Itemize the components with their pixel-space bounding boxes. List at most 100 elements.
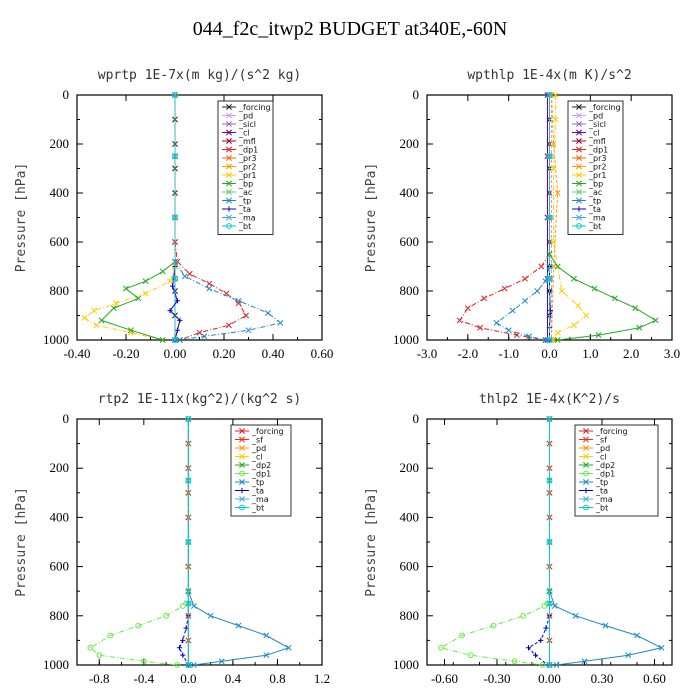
legend-label: _tp: [588, 197, 601, 206]
series-marker: [611, 295, 618, 302]
legend-label: _forcing: [595, 427, 628, 436]
y-tick-label: 1000: [43, 657, 69, 672]
series-marker: [534, 288, 541, 294]
legend-label: _dp1: [251, 470, 271, 479]
series-marker: [581, 658, 588, 665]
x-tick-label: 1.2: [314, 671, 330, 686]
legend-label: _bt: [238, 222, 251, 231]
series-marker: [658, 644, 665, 651]
series-marker: [159, 268, 166, 275]
legend-marker: [583, 436, 589, 443]
series-marker: [123, 285, 129, 292]
series-marker: [265, 310, 272, 317]
legend-label: _forcing: [588, 103, 621, 112]
series-marker: [142, 290, 149, 297]
series-marker: [636, 324, 643, 331]
y-tick-label: 800: [400, 283, 420, 298]
legend-marker: [576, 155, 582, 161]
legend-marker: [226, 223, 232, 229]
series-marker: [541, 603, 548, 609]
series-marker: [159, 337, 166, 343]
x-tick-label: 0.60: [643, 671, 666, 686]
x-tick-label: 0.0: [541, 346, 557, 361]
legend-marker: [226, 138, 232, 144]
series-marker: [532, 652, 539, 658]
series-marker: [235, 622, 242, 629]
series-marker: [183, 625, 189, 631]
series-marker: [167, 308, 173, 314]
legend-label: _tp: [251, 478, 264, 487]
series-line: [527, 615, 550, 666]
y-tick-label: 200: [50, 136, 70, 151]
x-tick-label: 0.20: [213, 346, 236, 361]
series-line: [551, 94, 559, 341]
y-tick-label: 0: [63, 411, 70, 426]
y-tick-label: 200: [400, 136, 420, 151]
series-marker: [113, 300, 120, 307]
legend-marker: [576, 138, 582, 144]
legend-label: _tp: [238, 197, 251, 206]
series-marker: [142, 278, 149, 285]
y-axis-label: Pressure [hPa]: [14, 487, 29, 597]
x-tick-label: 0.00: [164, 346, 187, 361]
series-marker: [554, 337, 561, 343]
series-marker: [501, 285, 508, 292]
legend-label: _bp: [238, 180, 253, 189]
legend-label: _dp1: [595, 470, 615, 479]
y-tick-label: 600: [400, 559, 420, 574]
series-marker: [481, 295, 488, 302]
legend-box: [230, 424, 292, 517]
x-tick-label: 0.4: [225, 671, 242, 686]
series-marker: [583, 312, 590, 319]
legend-marker: [576, 146, 582, 153]
legend-label: _ta: [595, 487, 608, 496]
legend-marker: [239, 487, 245, 494]
y-tick-label: 400: [50, 185, 70, 200]
series-marker: [553, 662, 560, 668]
plot-panel-4: thlp2 1E-4x(K^2)/s Pressure [hPa] -0.60 -0.…: [364, 392, 673, 686]
legend-marker: [226, 189, 232, 195]
legend-label: _forcing: [238, 103, 271, 112]
series-marker: [190, 603, 197, 609]
series-marker: [634, 632, 640, 639]
legend-marker: [583, 428, 589, 434]
series-marker: [180, 652, 186, 658]
legend-label: _cl: [251, 453, 263, 462]
x-tick-label: 0.30: [591, 671, 614, 686]
x-tick-label: 0.60: [311, 346, 334, 361]
legend-marker: [226, 129, 232, 136]
series-marker: [652, 317, 659, 324]
series-marker: [572, 612, 579, 619]
legend-label: _bt: [251, 504, 264, 513]
series-line: [100, 261, 176, 341]
series-marker: [554, 190, 561, 196]
y-tick-label: 600: [400, 234, 420, 249]
series-line: [553, 95, 588, 341]
series-line: [89, 591, 189, 666]
legend-label: _forcing: [251, 427, 284, 436]
y-tick-label: 400: [50, 509, 70, 524]
series-marker: [140, 658, 147, 665]
legend-marker: [576, 223, 582, 229]
legend-label: _pr1: [238, 171, 256, 180]
series-marker: [505, 327, 512, 334]
legend-label: _dp2: [595, 461, 615, 470]
plot-title: rtp2 1E-11x(kg^2)/(kg^2 s): [98, 392, 302, 407]
legend-marker: [583, 496, 589, 502]
x-tick-label: -0.60: [431, 671, 458, 686]
series-marker: [464, 305, 471, 312]
series-marker: [602, 622, 609, 629]
series-marker: [285, 644, 292, 651]
plot-title: thlp2 1E-4x(K^2)/s: [479, 392, 620, 407]
series-marker: [190, 662, 197, 668]
plot-title: wprtp 1E-7x(m kg)/(s^2 kg): [98, 68, 302, 83]
series-marker: [520, 612, 527, 619]
legend-marker: [576, 189, 582, 195]
legend-marker: [583, 470, 589, 477]
series-marker: [185, 416, 192, 422]
legend-marker: [583, 504, 589, 511]
series-marker: [225, 322, 232, 329]
series-marker: [546, 92, 553, 98]
series-marker: [185, 662, 192, 668]
